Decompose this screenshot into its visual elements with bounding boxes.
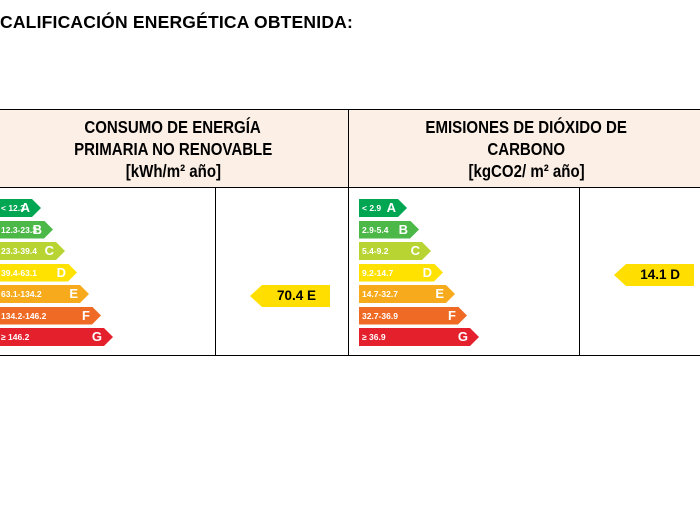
rating-letter: A	[386, 200, 396, 215]
rating-range-label: 5.4-9.2	[362, 246, 389, 256]
emisiones-rating-bar-d: 9.2-14.7 D	[359, 264, 443, 282]
emisiones-rating-bar-e: 14.7-32.7 E	[359, 285, 455, 303]
rating-letter: C	[410, 243, 420, 258]
consumo-rating-bar-a: < 12.3 A	[0, 199, 41, 217]
energy-rating-table: CONSUMO DE ENERGÍA PRIMARIA NO RENOVABLE…	[0, 109, 700, 356]
emisiones-rating-bar-g: ≥ 36.9 G	[359, 328, 479, 346]
consumo-rating-bar-d: 39.4-63.1 D	[0, 264, 77, 282]
emisiones-rating-bar-a: < 2.9 A	[359, 199, 407, 217]
rating-letter: D	[422, 264, 432, 280]
rating-letter: F	[448, 307, 456, 323]
rating-range-label: 23.3-39.4	[1, 246, 37, 256]
section-title: CALIFICACIÓN ENERGÉTICA OBTENIDA:	[0, 12, 354, 32]
rating-range-label: 32.7-36.9	[362, 310, 398, 321]
rating-letter: A	[20, 200, 30, 215]
rating-range-label: 9.2-14.7	[362, 267, 394, 278]
rating-range-label: 12.3-23.3	[1, 224, 37, 235]
rating-letter: E	[435, 286, 444, 301]
rating-letter: G	[457, 329, 468, 344]
consumo-rating-bar-e: 63.1-134.2 E	[0, 285, 89, 303]
emisiones-value-indicator: 14.1 D	[614, 264, 694, 286]
emisiones-rating-bar-c: 5.4-9.2 C	[359, 242, 431, 260]
column-divider	[348, 110, 349, 355]
consumo-rating-bar-f: 134.2-146.2 F	[0, 307, 101, 325]
consumo-cell-divider	[215, 188, 216, 355]
consumo-header-line-1: CONSUMO DE ENERGÍA	[84, 116, 262, 137]
consumo-rating-bar-g: ≥ 146.2 G	[0, 328, 113, 346]
emisiones-header: EMISIONES DE DIÓXIDO DE CARBONO [kgCO2/ …	[349, 110, 700, 188]
rating-letter: D	[56, 264, 66, 280]
rating-letter: B	[32, 221, 42, 237]
consumo-rating-bar-c: 23.3-39.4 C	[0, 242, 65, 260]
rating-range-label: 134.2-146.2	[1, 310, 47, 321]
consumo-header-line-3: [kWh/m² año]	[125, 160, 221, 181]
rating-letter: F	[82, 307, 90, 323]
rating-range-label: < 2.9	[362, 203, 382, 213]
rating-letter: C	[44, 243, 54, 258]
rating-range-label: 39.4-63.1	[1, 267, 37, 278]
rating-range-label: 14.7-32.7	[362, 289, 398, 299]
emisiones-header-line-3: [kgCO2/ m² año]	[468, 160, 585, 181]
emisiones-rating-bar-f: 32.7-36.9 F	[359, 307, 467, 325]
emisiones-header-line-2: CARBONO	[487, 138, 566, 159]
rating-range-label: ≥ 36.9	[362, 332, 386, 342]
rating-letter: E	[69, 286, 78, 301]
consumo-value-indicator: 70.4 E	[250, 285, 330, 307]
emisiones-rating-bar-b: 2.9-5.4 B	[359, 221, 419, 239]
rating-letter: G	[91, 329, 102, 344]
consumo-header: CONSUMO DE ENERGÍA PRIMARIA NO RENOVABLE…	[0, 110, 348, 188]
rating-range-label: 2.9-5.4	[362, 224, 389, 235]
rating-range-label: 63.1-134.2	[1, 289, 42, 299]
emisiones-cell-divider	[579, 188, 580, 355]
rating-letter: B	[398, 221, 408, 237]
emisiones-header-line-1: EMISIONES DE DIÓXIDO DE	[425, 116, 628, 137]
consumo-header-line-2: PRIMARIA NO RENOVABLE	[73, 138, 273, 159]
rating-range-label: ≥ 146.2	[1, 332, 30, 342]
rating-range-label: < 12.3	[1, 203, 25, 213]
consumo-rating-bar-b: 12.3-23.3 B	[0, 221, 53, 239]
